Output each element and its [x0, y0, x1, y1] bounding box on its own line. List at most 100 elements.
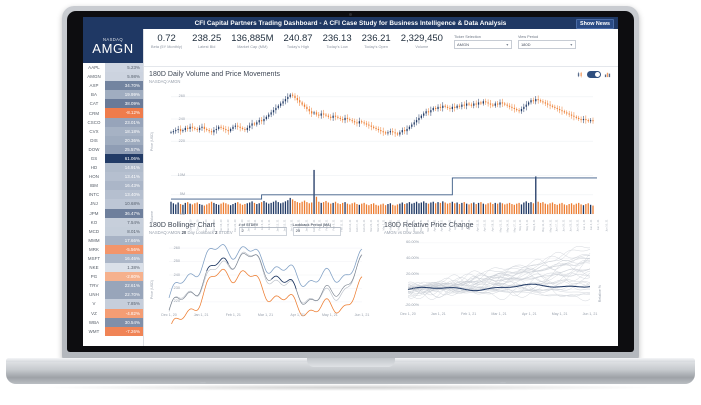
ticker-row[interactable]: IBM 16.43% — [83, 181, 143, 191]
selector-label: View Period — [517, 35, 539, 39]
main-chart-subtitle: NASDAQ:AMGN — [149, 78, 181, 84]
kpi-label: Beta (5Y Monthly) — [151, 45, 183, 49]
lookback-input[interactable]: 20 — [292, 227, 341, 236]
relative-x-tick: May 1, 21 — [551, 311, 568, 316]
show-news-button[interactable]: Show News — [576, 19, 614, 29]
main-chart-x-tick: May 14, 21 — [549, 219, 553, 232]
ticker-row[interactable]: MSFT 16.46% — [83, 253, 143, 264]
laptop-shadow — [40, 384, 661, 391]
candlestick-icon — [577, 71, 582, 78]
ticker-change: 10.68% — [105, 199, 143, 209]
bollinger-inputs: # of STDEV 2 Lookback Period (MA) 20 — [238, 222, 341, 236]
bollinger-x-tick: Jan 1, 21 — [193, 312, 209, 317]
ticker-symbol: WMT — [88, 328, 100, 334]
bar-chart-icon — [604, 72, 611, 78]
ticker-row[interactable]: MMM 17.66% — [83, 235, 143, 245]
ticker-row[interactable]: PG -2.80% — [83, 272, 143, 282]
ticker-symbol: PG — [90, 274, 98, 280]
ticker-row[interactable]: DOW 25.57% — [83, 144, 143, 154]
bollinger-subtitle-symbol: NASDAQ:AMGN — [149, 229, 181, 235]
ticker-change: 13.40% — [105, 190, 143, 200]
chart-type-toggle[interactable] — [587, 71, 601, 78]
ticker-row[interactable]: HD 14.91% — [83, 163, 143, 173]
chart-view-toggle-group[interactable] — [577, 71, 613, 78]
ticker-row[interactable]: JPM 36.47% — [83, 208, 143, 218]
ticker-row[interactable]: CVX 18.18% — [83, 126, 143, 136]
bollinger-x-tick: Mar 1, 21 — [257, 312, 274, 317]
main-chart-x-tick: Feb 5, 21 — [325, 219, 329, 230]
stdev-input[interactable]: 2 — [238, 227, 287, 236]
ticker-row[interactable]: GS 61.06% — [83, 153, 143, 164]
ticker-list[interactable]: AAPL 5.23% AMGN 5.98% AXP 34.70% BA 19.99% CAT 38… — [83, 63, 143, 336]
ticker-symbol: HD — [90, 165, 98, 171]
main-chart-x-tick: Mar 10, 21 — [405, 219, 409, 232]
stdev-input-label: # of STDEV — [238, 223, 259, 227]
ticker-change: 34.70% — [105, 81, 143, 91]
ticker-row[interactable]: TRV 22.61% — [83, 281, 143, 291]
ticker-row[interactable]: AMGN 5.98% — [83, 72, 143, 82]
ticker-change: 61.06% — [105, 153, 143, 164]
ticker-row[interactable]: VZ -4.82% — [83, 308, 143, 318]
main-panel: 0.72 Beta (5Y Monthly) 238.25 Latest Bid 136… — [144, 29, 618, 346]
main-chart-x-tick: Feb 20, 21 — [362, 219, 366, 232]
main-chart-x-tick: Feb 17, 21 — [355, 219, 359, 232]
main-chart-x-tick: May 24, 21 — [506, 219, 510, 232]
relative-x-tick: Jun 1, 21 — [582, 311, 598, 316]
ticker-change: 22.61% — [105, 281, 143, 291]
ticker-row[interactable]: CSCO 23.01% — [83, 117, 143, 127]
sidebar-exchange-label: NASDAQ — [102, 36, 124, 42]
ticker-row[interactable]: CRM -8.12% — [83, 108, 143, 118]
ticker-change: 17.66% — [105, 235, 143, 245]
ticker-row[interactable]: MRK -5.56% — [83, 244, 143, 254]
main-chart-x-tick: Jun 20, 21 — [562, 219, 566, 232]
kpi-label: Today's Open — [364, 45, 388, 49]
ticker-row[interactable]: UNH 22.70% — [83, 290, 143, 300]
ticker-row[interactable]: BA 19.99% — [83, 90, 143, 100]
ticker-symbol: WBA — [88, 319, 100, 325]
relative-y-axis-label: Relative % — [597, 284, 602, 302]
kpi-label: Market Cap (MM) — [237, 45, 268, 49]
ticker-row[interactable]: NKE 1.38% — [83, 263, 143, 273]
selector-dropdown[interactable]: AMGN ▼ — [453, 40, 512, 49]
relative-x-tick: Feb 1, 21 — [461, 311, 477, 316]
price-tick: 220 — [178, 138, 185, 143]
price-tick: 240 — [178, 116, 185, 121]
ticker-symbol: BA — [90, 92, 98, 98]
ticker-row[interactable]: DIS 20.36% — [83, 135, 143, 145]
ticker-row[interactable]: WBA 30.54% — [83, 317, 143, 327]
selector-dropdown[interactable]: 180D ▼ — [517, 40, 576, 49]
laptop-foot-left — [200, 382, 206, 384]
ticker-row[interactable]: V 7.85% — [83, 299, 143, 309]
volume-axis-label: Volume — [150, 210, 154, 223]
ticker-row[interactable]: MCD 8.01% — [83, 226, 143, 236]
ticker-row[interactable]: CAT 38.09% — [83, 99, 143, 109]
ticker-symbol: IBM — [89, 183, 99, 189]
ticker-change: 38.09% — [105, 99, 143, 109]
price-axis-label: Price (USD) — [150, 131, 154, 151]
ticker-row[interactable]: HON 13.41% — [83, 172, 143, 182]
bollinger-y-tick: 230 — [173, 285, 180, 290]
main-chart-x-tick: May 5, 21 — [526, 219, 530, 231]
main-chart-x-tick: Jun 1, 21 — [582, 219, 586, 230]
ticker-sidebar: NASDAQ AMGN AAPL 5.23% AMGN 5.98% AXP 34.70% B… — [83, 29, 144, 346]
selector-value: AMGN — [456, 42, 469, 47]
ticker-row[interactable]: AAPL 5.23% — [83, 63, 143, 73]
main-chart-x-tick: Dec 25, 20 — [241, 219, 245, 232]
ticker-symbol: V — [92, 301, 96, 307]
ticker-change: 16.46% — [105, 253, 143, 264]
kpi-bar: 0.72 Beta (5Y Monthly) 238.25 Latest Bid 136… — [144, 29, 618, 67]
ticker-row[interactable]: INTC 13.40% — [83, 190, 143, 200]
kpi-value: 240.87 — [283, 33, 313, 44]
ticker-row[interactable]: AXP 34.70% — [83, 81, 143, 91]
ticker-change: 19.99% — [105, 90, 143, 100]
ticker-change: -7.26% — [105, 326, 143, 336]
ticker-change: 8.01% — [105, 226, 143, 236]
main-chart-x-tick: Jan 24, 21 — [305, 219, 309, 232]
bollinger-svg — [168, 243, 363, 324]
ticker-change: 23.01% — [105, 117, 143, 127]
main-chart-x-tick: Jan 3, 21 — [253, 219, 257, 230]
ticker-row[interactable]: WMT -7.26% — [83, 326, 143, 336]
ticker-row[interactable]: KO 7.54% — [83, 217, 143, 227]
ticker-row[interactable]: JNJ 10.68% — [83, 199, 143, 209]
relative-x-tick: Mar 1, 21 — [491, 311, 507, 316]
